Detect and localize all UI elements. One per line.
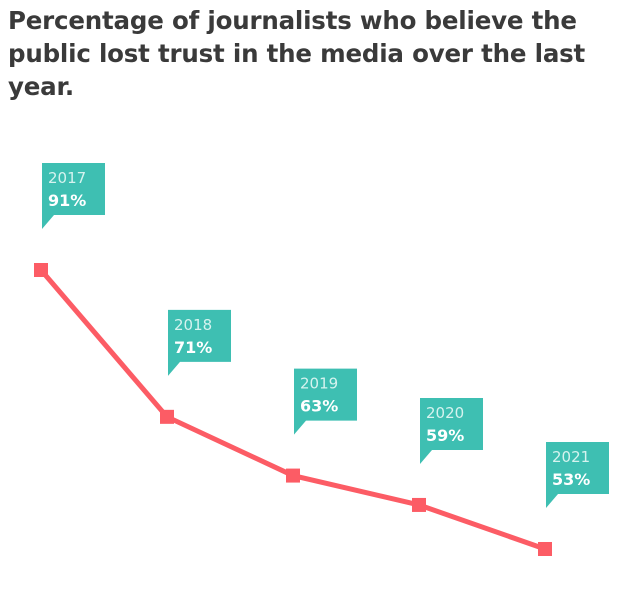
- value-label: 53%: [552, 470, 590, 489]
- label-callout: [168, 309, 231, 376]
- data-label-2020: 2020 59%: [420, 397, 483, 464]
- data-label-2018: 2018 71%: [168, 309, 231, 376]
- value-label: 63%: [300, 397, 338, 416]
- data-point-2018: [160, 409, 174, 424]
- data-label-2017: 2017 91%: [42, 163, 105, 229]
- value-label: 59%: [426, 426, 464, 445]
- value-label: 71%: [174, 338, 212, 357]
- data-label-2019: 2019 63%: [294, 368, 357, 435]
- label-callout: [42, 163, 105, 229]
- label-callout: [294, 368, 357, 435]
- value-label: 91%: [48, 191, 86, 210]
- year-label: 2021: [552, 448, 590, 466]
- data-label-2021: 2021 53%: [546, 441, 609, 508]
- chart-title: Percentage of journalists who believe th…: [8, 6, 586, 101]
- year-label: 2018: [174, 316, 212, 334]
- data-point-2017: [34, 263, 48, 277]
- year-label: 2020: [426, 404, 464, 422]
- data-point-2019: [286, 468, 300, 483]
- year-label: 2019: [300, 375, 338, 393]
- label-callout: [546, 441, 609, 508]
- label-callout: [420, 397, 483, 464]
- data-point-2021: [538, 541, 552, 556]
- data-point-2020: [412, 497, 426, 512]
- year-label: 2017: [48, 169, 86, 187]
